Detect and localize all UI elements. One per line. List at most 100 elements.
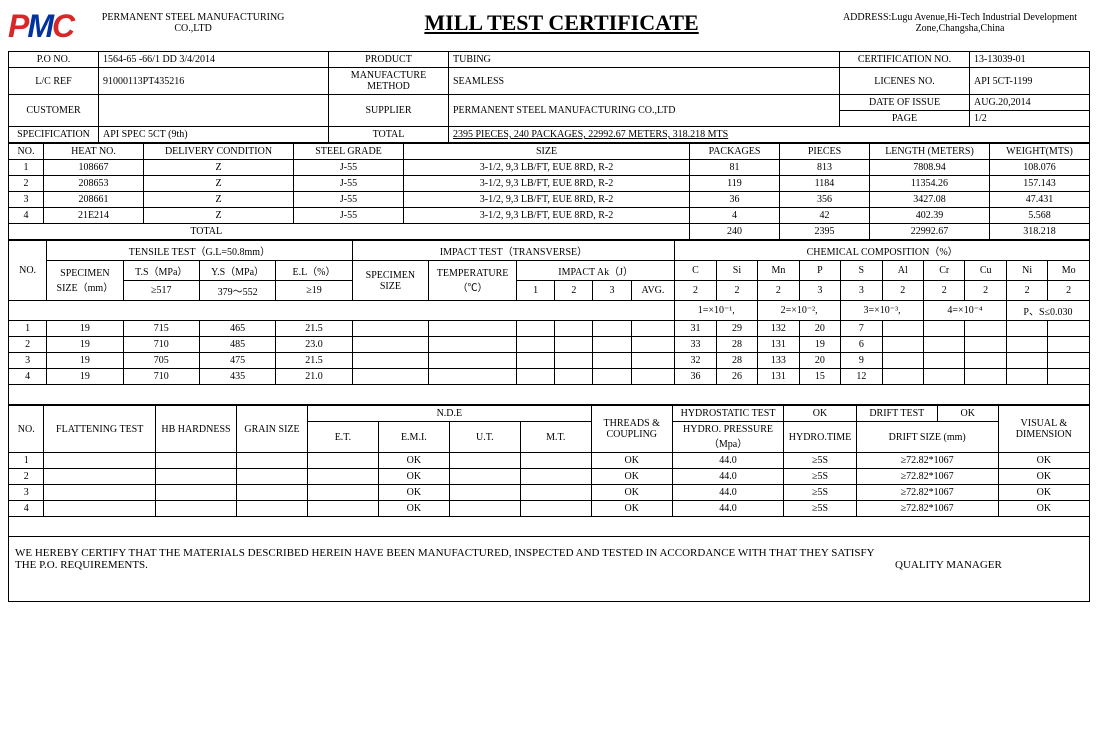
col-grade: STEEL GRADE — [294, 144, 404, 160]
table-cell: 47.431 — [990, 192, 1090, 208]
col-length: LENGTH (METERS) — [870, 144, 990, 160]
prec-c: 2 — [675, 281, 716, 301]
chem-cu: Cu — [965, 261, 1006, 281]
table-cell — [352, 321, 428, 337]
table-cell: 710 — [123, 369, 199, 385]
chem-note4: 4=×10⁻⁴ — [924, 301, 1007, 321]
n-mt: M.T. — [520, 422, 591, 453]
table-cell — [631, 337, 675, 353]
license: API 5CT-1199 — [970, 68, 1090, 95]
supplier-label: SUPPLIER — [329, 95, 449, 127]
table-cell: 4 — [9, 369, 47, 385]
col-no: NO. — [9, 144, 44, 160]
t-impact: IMPACT Ak（J） — [517, 261, 675, 281]
t-no: NO. — [9, 241, 47, 301]
company-address: ADDRESS:Lugu Avenue,Hi-Tech Industrial D… — [830, 8, 1090, 34]
supplier: PERMANENT STEEL MANUFACTURING CO.,LTD — [449, 95, 840, 127]
table-cell — [965, 353, 1006, 369]
table-cell — [520, 485, 591, 501]
i3: 3 — [593, 281, 631, 301]
table-cell: OK — [591, 485, 672, 501]
table-cell — [517, 369, 555, 385]
table-cell — [155, 469, 236, 485]
table-cell — [352, 337, 428, 353]
chem-cr: Cr — [924, 261, 965, 281]
n-hb: HB HARDNESS — [155, 406, 236, 453]
table-cell — [449, 501, 520, 517]
table-cell: 7 — [841, 321, 882, 337]
table-cell: 12 — [841, 369, 882, 385]
table-cell: Z — [144, 192, 294, 208]
t-temp: TEMPERATURE（℃） — [429, 261, 517, 301]
table-cell — [449, 453, 520, 469]
table-cell: 3-1/2, 9,3 LB/FT, EUE 8RD, R-2 — [404, 192, 690, 208]
table-cell — [1006, 369, 1047, 385]
table-cell — [44, 485, 155, 501]
table-cell: 119 — [690, 176, 780, 192]
product-label: PRODUCT — [329, 52, 449, 68]
table-cell — [593, 321, 631, 337]
table-cell — [1006, 337, 1047, 353]
table-cell — [1048, 369, 1090, 385]
prec-p: 3 — [799, 281, 840, 301]
lc: 91000113PT435216 — [99, 68, 329, 95]
table-cell: ≥72.82*1067 — [856, 501, 998, 517]
table-cell — [449, 485, 520, 501]
n-nde: N.D.E — [307, 406, 591, 422]
table-cell: 28 — [716, 337, 757, 353]
table-cell — [155, 485, 236, 501]
iavg: AVG. — [631, 281, 675, 301]
table-cell — [882, 321, 923, 337]
col-heat: HEAT NO. — [44, 144, 144, 160]
table-cell — [1006, 353, 1047, 369]
col-size: SIZE — [404, 144, 690, 160]
total-weight: 318.218 — [990, 224, 1090, 240]
col-pkg: PACKAGES — [690, 144, 780, 160]
table-cell: ≥5S — [784, 485, 856, 501]
table-cell: 20 — [799, 353, 840, 369]
table-cell: OK — [591, 469, 672, 485]
tensile-group: TENSILE TEST（G.L=50.8mm） — [47, 241, 353, 261]
total-row-label: TOTAL — [9, 224, 404, 240]
po-no-label: P.O NO. — [9, 52, 99, 68]
doc-title: MILL TEST CERTIFICATE — [293, 8, 830, 36]
table-cell: ≥72.82*1067 — [856, 469, 998, 485]
table-cell — [44, 453, 155, 469]
info-table: P.O NO. 1564-65 -66/1 DD 3/4/2014 PRODUC… — [8, 51, 1090, 143]
table-cell — [924, 353, 965, 369]
table-cell: Z — [144, 160, 294, 176]
spec-el: ≥19 — [276, 281, 352, 301]
n-hydro: HYDROSTATIC TEST — [672, 406, 783, 422]
quality-manager-label: QUALITY MANAGER — [889, 537, 1089, 601]
chem-c: C — [675, 261, 716, 281]
n-grain: GRAIN SIZE — [237, 406, 308, 453]
table-cell: 36 — [690, 192, 780, 208]
table-cell — [237, 453, 308, 469]
prec-si: 2 — [716, 281, 757, 301]
chem-al: Al — [882, 261, 923, 281]
table-cell — [307, 469, 378, 485]
table-cell: 1 — [9, 321, 47, 337]
spec-ys: 379～552 — [199, 281, 275, 301]
table-cell — [237, 501, 308, 517]
table-cell: ≥72.82*1067 — [856, 485, 998, 501]
table-cell: J-55 — [294, 208, 404, 224]
customer — [99, 95, 329, 127]
table-cell: 19 — [799, 337, 840, 353]
table-cell — [1006, 321, 1047, 337]
prec-al: 2 — [882, 281, 923, 301]
table-cell: 7808.94 — [870, 160, 990, 176]
table-cell — [631, 369, 675, 385]
table-cell — [517, 353, 555, 369]
table-cell: 4 — [9, 208, 44, 224]
table-cell: 475 — [199, 353, 275, 369]
table-cell: 42 — [780, 208, 870, 224]
table-cell: 208661 — [44, 192, 144, 208]
table-cell — [1048, 337, 1090, 353]
n-flat: FLATTENING TEST — [44, 406, 155, 453]
table-cell: 356 — [780, 192, 870, 208]
header: PMC PERMANENT STEEL MANUFACTURING CO.,LT… — [8, 8, 1090, 45]
cert-no: 13-13039-01 — [970, 52, 1090, 68]
table-cell: 3 — [9, 353, 47, 369]
t-ys: Y.S（MPa） — [199, 261, 275, 281]
